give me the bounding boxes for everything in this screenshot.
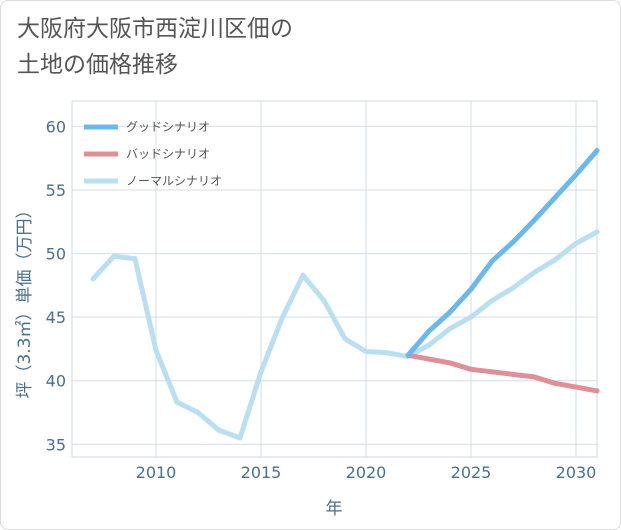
data-point <box>90 276 96 282</box>
y-tick-label: 55 <box>46 181 66 200</box>
legend-label: ノーマルシナリオ <box>126 174 222 188</box>
data-point <box>594 388 600 394</box>
series-points-0 <box>405 148 600 358</box>
data-point <box>531 218 537 224</box>
grid-lines <box>72 101 597 457</box>
data-point <box>153 347 159 353</box>
data-point <box>300 272 306 278</box>
data-point <box>111 253 117 259</box>
data-point <box>363 348 369 354</box>
chart-title-line-1: 大阪府大阪市西淀川区佃の <box>17 16 293 42</box>
y-tick-label: 45 <box>46 308 66 327</box>
y-tick-label: 60 <box>46 117 66 136</box>
x-tick-label: 2025 <box>451 463 492 482</box>
data-point <box>468 314 474 320</box>
data-point <box>552 380 558 386</box>
data-point <box>510 239 516 245</box>
x-axis-title: 年 <box>326 499 343 519</box>
chart-title: 大阪府大阪市西淀川区佃の 土地の価格推移 <box>17 11 293 83</box>
data-point <box>279 315 285 321</box>
plot-area <box>71 100 598 458</box>
data-point <box>237 435 243 441</box>
data-point <box>594 148 600 154</box>
data-point <box>531 270 537 276</box>
series-points-2 <box>90 229 600 441</box>
y-tick-label: 35 <box>46 435 66 454</box>
data-point <box>531 374 537 380</box>
data-point <box>510 285 516 291</box>
data-point <box>489 298 495 304</box>
data-point <box>384 350 390 356</box>
y-tick-labels: 35 40 45 50 55 60 <box>46 117 66 454</box>
data-point <box>321 298 327 304</box>
data-point <box>489 369 495 375</box>
y-tick-label: 40 <box>46 372 66 391</box>
data-point <box>447 309 453 315</box>
data-point <box>426 328 432 334</box>
x-tick-label: 2020 <box>346 463 387 482</box>
data-point <box>174 399 180 405</box>
data-point <box>468 366 474 372</box>
data-point <box>258 369 264 375</box>
data-point <box>447 360 453 366</box>
data-point <box>132 256 138 262</box>
data-point <box>447 326 453 332</box>
data-point <box>573 240 579 246</box>
data-point <box>552 257 558 263</box>
legend-label: グッドシナリオ <box>126 120 210 134</box>
series-line-1 <box>405 352 600 394</box>
x-tick-label: 2010 <box>136 463 177 482</box>
data-point <box>426 356 432 362</box>
data-point <box>216 427 222 433</box>
chart-title-line-2: 土地の価格推移 <box>17 52 178 78</box>
y-tick-label: 50 <box>46 245 66 264</box>
data-point <box>489 258 495 264</box>
data-point <box>195 410 201 415</box>
series-line-0 <box>405 148 600 358</box>
data-point <box>426 342 432 348</box>
series-layer <box>90 148 600 441</box>
data-point <box>405 352 411 358</box>
data-point <box>510 371 516 377</box>
data-point <box>573 384 579 390</box>
data-point <box>552 195 558 201</box>
data-point <box>573 172 579 178</box>
data-point <box>342 336 348 342</box>
x-tick-labels: 2010 2015 2020 2025 2030 <box>136 463 597 482</box>
x-tick-label: 2030 <box>556 463 597 482</box>
data-point <box>594 229 600 235</box>
y-axis-title: 坪（3.3㎡）単価（万円） <box>15 201 35 398</box>
data-point <box>468 286 474 292</box>
legend-label: バッドシナリオ <box>126 147 210 161</box>
x-tick-label: 2015 <box>241 463 282 482</box>
